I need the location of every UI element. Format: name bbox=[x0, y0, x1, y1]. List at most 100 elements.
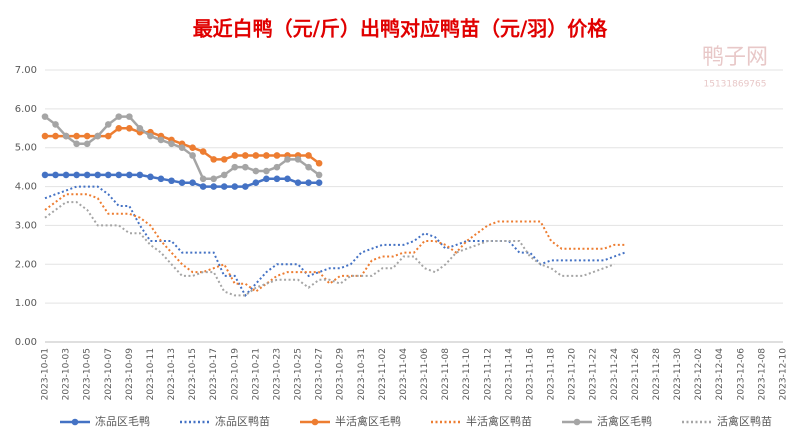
point bbox=[157, 175, 165, 183]
x-tick-label: 2023-10-23 bbox=[272, 348, 282, 400]
legend-label: 活禽区毛鸭 bbox=[597, 414, 652, 428]
legend-marker bbox=[311, 418, 319, 426]
x-tick-label: 2023-11-24 bbox=[610, 348, 620, 401]
y-tick-label: 1.00 bbox=[15, 298, 37, 309]
x-tick-label: 2023-11-10 bbox=[462, 348, 472, 401]
point bbox=[242, 152, 249, 159]
x-tick-label: 2023-11-04 bbox=[399, 348, 409, 401]
point bbox=[41, 113, 49, 120]
x-tick-label: 2023-10-11 bbox=[146, 348, 156, 400]
point bbox=[263, 175, 270, 183]
series-line bbox=[44, 193, 625, 293]
series-line bbox=[44, 185, 626, 298]
y-tick-label: 0.00 bbox=[15, 337, 37, 348]
point bbox=[284, 156, 291, 163]
point bbox=[231, 183, 239, 190]
point bbox=[231, 163, 239, 171]
point bbox=[62, 171, 70, 179]
x-tick-label: 2023-10-15 bbox=[188, 348, 198, 400]
point bbox=[315, 171, 323, 179]
legend-label: 半活禽区鸭苗 bbox=[466, 414, 532, 428]
y-tick-label: 4.00 bbox=[15, 182, 37, 193]
point bbox=[157, 136, 165, 144]
x-tick-label: 2023-11-22 bbox=[589, 348, 599, 400]
point bbox=[242, 183, 249, 190]
x-tick-label: 2023-12-10 bbox=[779, 348, 789, 401]
point bbox=[115, 113, 123, 120]
x-tick-label: 2023-10-07 bbox=[104, 348, 114, 400]
x-tick-label: 2023-11-20 bbox=[568, 348, 578, 401]
point bbox=[136, 124, 144, 132]
point bbox=[178, 144, 186, 152]
series-line bbox=[44, 201, 615, 297]
point bbox=[305, 163, 312, 171]
point bbox=[252, 179, 260, 186]
legend-marker bbox=[573, 418, 581, 426]
point bbox=[62, 132, 70, 140]
point bbox=[199, 175, 207, 183]
point bbox=[305, 152, 312, 159]
point bbox=[273, 152, 281, 159]
point bbox=[315, 179, 323, 186]
x-tick-label: 2023-10-13 bbox=[167, 348, 177, 400]
x-tick-label: 2023-10-01 bbox=[41, 348, 51, 400]
x-tick-label: 2023-10-31 bbox=[357, 348, 367, 400]
point bbox=[73, 140, 80, 148]
point bbox=[220, 156, 228, 163]
point bbox=[104, 171, 112, 179]
point bbox=[41, 132, 49, 140]
x-tick-label: 2023-11-28 bbox=[652, 348, 662, 401]
point bbox=[294, 156, 302, 163]
x-tick-label: 2023-11-06 bbox=[420, 348, 430, 401]
point bbox=[252, 167, 260, 175]
y-tick-label: 2.00 bbox=[15, 259, 37, 270]
x-tick-label: 2023-11-08 bbox=[441, 348, 451, 401]
point bbox=[126, 171, 133, 179]
point bbox=[115, 171, 123, 179]
legend-label: 活禽区鸭苗 bbox=[717, 414, 772, 428]
watermark: 鸭子网 bbox=[702, 45, 768, 70]
point bbox=[136, 171, 144, 179]
x-tick-label: 2023-11-14 bbox=[504, 348, 514, 401]
x-tick-label: 2023-10-25 bbox=[294, 348, 304, 400]
point bbox=[231, 152, 239, 159]
point bbox=[83, 132, 91, 140]
x-tick-label: 2023-10-19 bbox=[230, 348, 240, 401]
point bbox=[305, 179, 312, 186]
x-tick-label: 2023-11-02 bbox=[378, 348, 388, 400]
point bbox=[52, 171, 59, 179]
point bbox=[273, 163, 281, 171]
point bbox=[210, 183, 217, 190]
point bbox=[73, 132, 80, 140]
point bbox=[168, 140, 175, 148]
point bbox=[115, 124, 123, 132]
watermark: 15131869765 bbox=[704, 80, 767, 90]
point bbox=[263, 152, 270, 159]
point bbox=[284, 175, 291, 183]
point bbox=[189, 179, 196, 186]
x-tick-label: 2023-10-09 bbox=[125, 348, 135, 401]
point bbox=[220, 183, 228, 190]
x-tick-label: 2023-10-17 bbox=[209, 348, 219, 400]
x-tick-label: 2023-11-16 bbox=[525, 348, 535, 401]
point bbox=[189, 144, 196, 152]
y-tick-label: 3.00 bbox=[15, 220, 37, 231]
point bbox=[83, 140, 91, 148]
point bbox=[147, 132, 154, 140]
legend-marker bbox=[71, 418, 79, 426]
point bbox=[263, 167, 270, 175]
legend-label: 冻品区毛鸭 bbox=[95, 414, 150, 428]
point bbox=[242, 163, 249, 171]
x-tick-label: 2023-11-12 bbox=[483, 348, 493, 400]
x-tick-label: 2023-11-18 bbox=[547, 348, 557, 401]
point bbox=[52, 121, 59, 128]
point bbox=[168, 177, 175, 185]
point bbox=[73, 171, 80, 179]
x-tick-label: 2023-12-04 bbox=[715, 348, 725, 401]
point bbox=[41, 171, 49, 179]
legend-label: 半活禽区毛鸭 bbox=[335, 414, 401, 428]
x-tick-label: 2023-10-05 bbox=[83, 348, 93, 400]
point bbox=[199, 148, 207, 155]
point bbox=[273, 175, 281, 183]
x-tick-label: 2023-12-08 bbox=[757, 348, 767, 401]
